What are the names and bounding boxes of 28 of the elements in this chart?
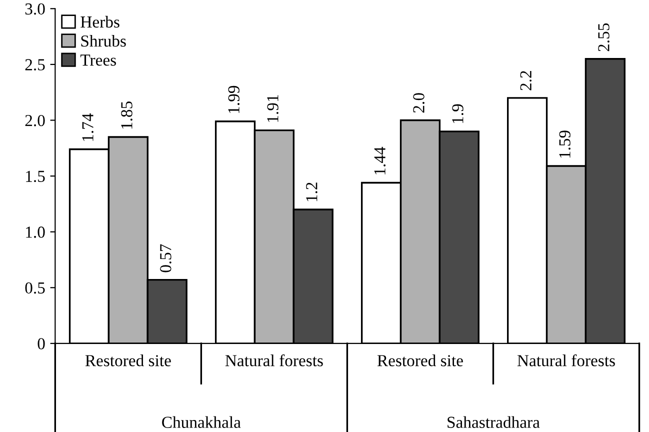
data-label: 1.74 xyxy=(82,113,94,141)
data-label: 1.59 xyxy=(559,130,570,158)
text: Chunakhala xyxy=(162,416,241,428)
data-label: 2.0 xyxy=(413,93,424,113)
data-label: 1.85 xyxy=(121,102,132,129)
y-tick-label: 3.0 xyxy=(25,3,45,15)
y-tick-label: 0.5 xyxy=(25,282,45,294)
data-label: 2.2 xyxy=(520,71,532,90)
legend-label: Herbs xyxy=(80,16,120,28)
data-label: 1.91 xyxy=(267,95,278,122)
legend-label: Trees xyxy=(80,54,116,66)
y-tick-label: 1.0 xyxy=(26,226,45,238)
data-label: 0.57 xyxy=(160,244,172,272)
y-tick-label: 1.5 xyxy=(26,170,45,182)
x-tick-label: Natural forests xyxy=(517,354,615,366)
data-label: 2.55 xyxy=(598,23,610,52)
x-tick-label: Restored site xyxy=(377,354,463,366)
data-label: 1.9 xyxy=(452,104,464,123)
y-tick-label: 0 xyxy=(38,338,45,350)
data-label: 1.2 xyxy=(306,182,318,202)
y-tick-label: 2.0 xyxy=(25,114,45,126)
y-tick-label: 2.5 xyxy=(25,59,45,70)
x-tick-label: Natural forests xyxy=(225,354,323,366)
data-label: 1.44 xyxy=(374,146,386,174)
legend-label: Shrubs xyxy=(81,34,126,47)
data-label: 1.99 xyxy=(228,86,240,113)
x-tick-label: Restored site xyxy=(85,354,171,366)
text: Sahastradhara xyxy=(448,416,540,428)
